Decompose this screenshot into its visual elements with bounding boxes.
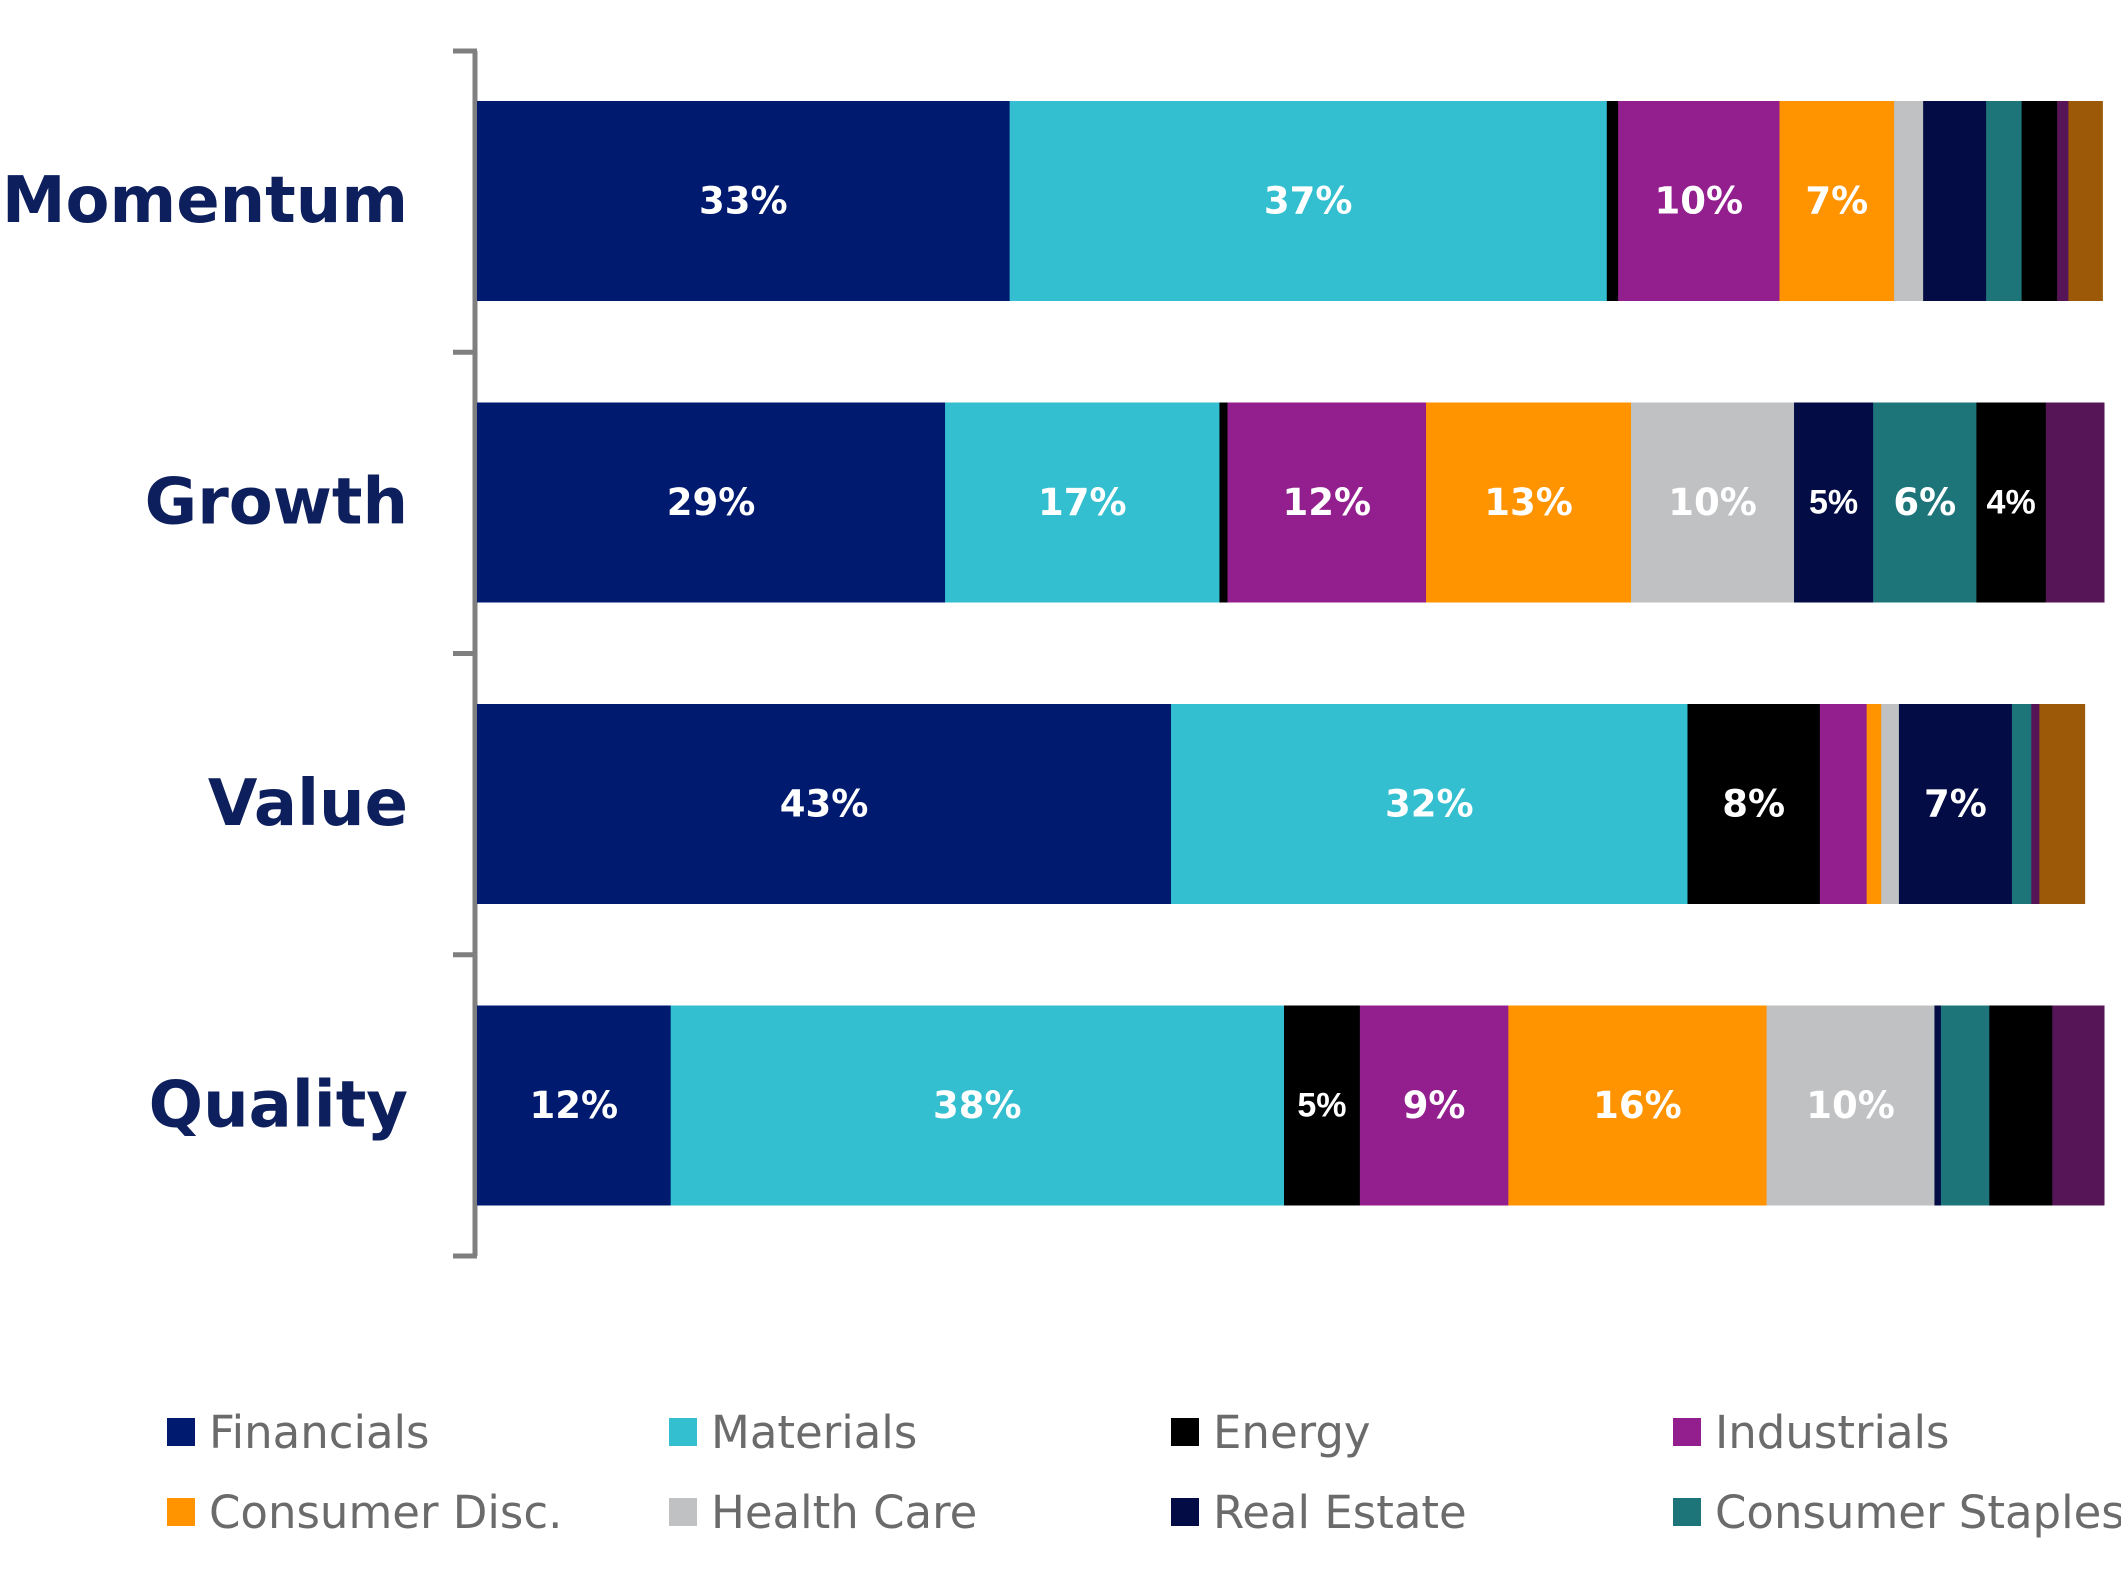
legend-label-financials: Financials: [209, 1405, 430, 1459]
data-label-growth-series-8: 4%: [1987, 484, 2036, 522]
bar-segment-momentum-real-estate: [1923, 101, 1987, 301]
legend-item-financials: Financials: [167, 1402, 430, 1462]
bar-segment-momentum-industrials: [1618, 101, 1781, 301]
legend-label-health-care: Health Care: [711, 1485, 978, 1539]
data-label-value-materials: 32%: [1385, 783, 1474, 826]
legend-item-consumer-staples: Consumer Staples: [1673, 1482, 2121, 1542]
bar-segment-quality-energy: [1284, 1005, 1361, 1206]
data-label-quality-industrials: 9%: [1403, 1084, 1466, 1127]
legend-item-materials: Materials: [669, 1402, 917, 1462]
data-label-quality-energy: 5%: [1297, 1087, 1346, 1125]
data-label-value-real-estate: 7%: [1924, 783, 1987, 826]
category-label-momentum: Momentum: [2, 164, 408, 238]
bar-segment-momentum-series-9: [2057, 101, 2070, 301]
legend-swatch-consumer-staples: [1673, 1498, 1701, 1526]
legend-label-consumer-staples: Consumer Staples: [1715, 1485, 2121, 1539]
data-label-growth-industrials: 12%: [1282, 481, 1371, 524]
data-label-momentum-industrials: 10%: [1655, 180, 1744, 223]
category-label-growth: Growth: [145, 466, 408, 540]
bar-segment-growth-energy: [1219, 402, 1229, 603]
legend-item-energy: Energy: [1171, 1402, 1371, 1462]
bar-segment-growth-health-care: [1631, 402, 1795, 603]
bar-segment-value-financials: [477, 704, 1172, 904]
data-label-quality-consumer-disc: 16%: [1593, 1084, 1682, 1127]
legend-label-materials: Materials: [711, 1405, 918, 1459]
legend-label-real-estate: Real Estate: [1213, 1485, 1467, 1539]
bar-segment-value-series-10: [2039, 704, 2086, 904]
data-label-momentum-financials: 33%: [699, 180, 788, 223]
category-axis: [453, 48, 478, 1259]
bar-segment-growth-materials: [945, 402, 1221, 603]
data-label-growth-materials: 17%: [1038, 481, 1127, 524]
bar-segment-quality-series-9: [2052, 1005, 2105, 1206]
data-label-quality-financials: 12%: [530, 1084, 619, 1127]
legend-label-consumer-disc: Consumer Disc.: [209, 1485, 563, 1539]
legend-swatch-energy: [1171, 1418, 1199, 1446]
bar-segment-growth-series-8: [1976, 402, 2047, 603]
data-label-quality-health-care: 10%: [1806, 1084, 1895, 1127]
bar-segment-momentum-health-care: [1894, 101, 1924, 301]
category-label-quality: Quality: [149, 1069, 408, 1143]
bar-segment-value-real-estate: [1898, 704, 2013, 904]
data-label-growth-consumer-staples: 6%: [1893, 481, 1956, 524]
bar-segment-growth-consumer-disc: [1426, 402, 1632, 603]
data-label-growth-health-care: 10%: [1668, 481, 1757, 524]
data-label-growth-real-estate: 5%: [1809, 484, 1858, 522]
data-label-quality-materials: 38%: [933, 1084, 1022, 1127]
legend-swatch-industrials: [1673, 1418, 1701, 1446]
legend-item-consumer-disc: Consumer Disc.: [167, 1482, 562, 1542]
data-label-growth-consumer-disc: 13%: [1484, 481, 1573, 524]
data-label-value-financials: 43%: [780, 783, 869, 826]
legend-swatch-health-care: [669, 1498, 697, 1526]
bar-segment-quality-series-8: [1989, 1005, 2053, 1206]
bar-segment-momentum-consumer-disc: [1779, 101, 1895, 301]
bar-segment-growth-series-9: [2045, 402, 2105, 603]
bar-segment-growth-financials: [477, 402, 946, 603]
bar-segment-growth-industrials: [1227, 402, 1427, 603]
bar-segment-quality-consumer-disc: [1508, 1005, 1768, 1206]
bar-segment-growth-consumer-staples: [1873, 402, 1978, 603]
stacked-bar-chart: 33% 37% 10% 7% 29% 17% 12% 13% 10% 5% 6% 4% 43% 32% 8%…: [2, 48, 2105, 1259]
bar-segment-value-consumer-disc: [1866, 704, 1882, 904]
legend-item-industrials: Industrials: [1673, 1402, 1950, 1462]
data-label-momentum-materials: 37%: [1264, 180, 1353, 223]
bar-segment-momentum-series-8: [2021, 101, 2058, 301]
data-label-value-energy: 8%: [1722, 783, 1785, 826]
bar-segment-value-industrials: [1819, 704, 1868, 904]
bars-layer: 33% 37% 10% 7% 29% 17% 12% 13% 10% 5% 6% 4% 43% 32% 8%…: [477, 101, 2105, 1206]
bar-segment-quality-materials: [670, 1005, 1285, 1206]
category-labels: Momentum Growth Value Quality: [2, 164, 408, 1143]
legend-item-health-care: Health Care: [669, 1482, 977, 1542]
bar-segment-value-health-care: [1881, 704, 1900, 904]
legend-label-industrials: Industrials: [1715, 1405, 1950, 1459]
bar-segment-momentum-financials: [477, 101, 1011, 301]
bar-segment-quality-real-estate: [1934, 1005, 1942, 1206]
bar-segment-quality-health-care: [1766, 1005, 1936, 1206]
bar-segment-growth-real-estate: [1794, 402, 1874, 603]
bar-segment-quality-consumer-staples: [1940, 1005, 1990, 1206]
bar-segment-value-energy: [1687, 704, 1821, 904]
bar-segment-value-series-9: [2031, 704, 2040, 904]
bar-segment-quality-industrials: [1359, 1005, 1509, 1206]
bar-segment-quality-financials: [477, 1005, 672, 1206]
legend-swatch-materials: [669, 1418, 697, 1446]
legend-label-energy: Energy: [1213, 1405, 1371, 1459]
legend-swatch-consumer-disc: [167, 1498, 195, 1526]
bar-segment-value-consumer-staples: [2011, 704, 2032, 904]
legend-swatch-real-estate: [1171, 1498, 1199, 1526]
bar-segment-momentum-energy: [1606, 101, 1619, 301]
category-label-value: Value: [208, 767, 408, 841]
legend-item-real-estate: Real Estate: [1171, 1482, 1467, 1542]
bar-segment-momentum-materials: [1009, 101, 1608, 301]
bar-segment-value-materials: [1171, 704, 1689, 904]
bar-segment-momentum-series-10: [2068, 101, 2103, 301]
legend-swatch-financials: [167, 1418, 195, 1446]
legend: Financials Materials Energy Industrials …: [167, 1402, 2121, 1572]
data-label-momentum-consumer-disc: 7%: [1805, 180, 1868, 223]
bar-segment-momentum-consumer-staples: [1986, 101, 2023, 301]
data-label-growth-financials: 29%: [667, 481, 756, 524]
